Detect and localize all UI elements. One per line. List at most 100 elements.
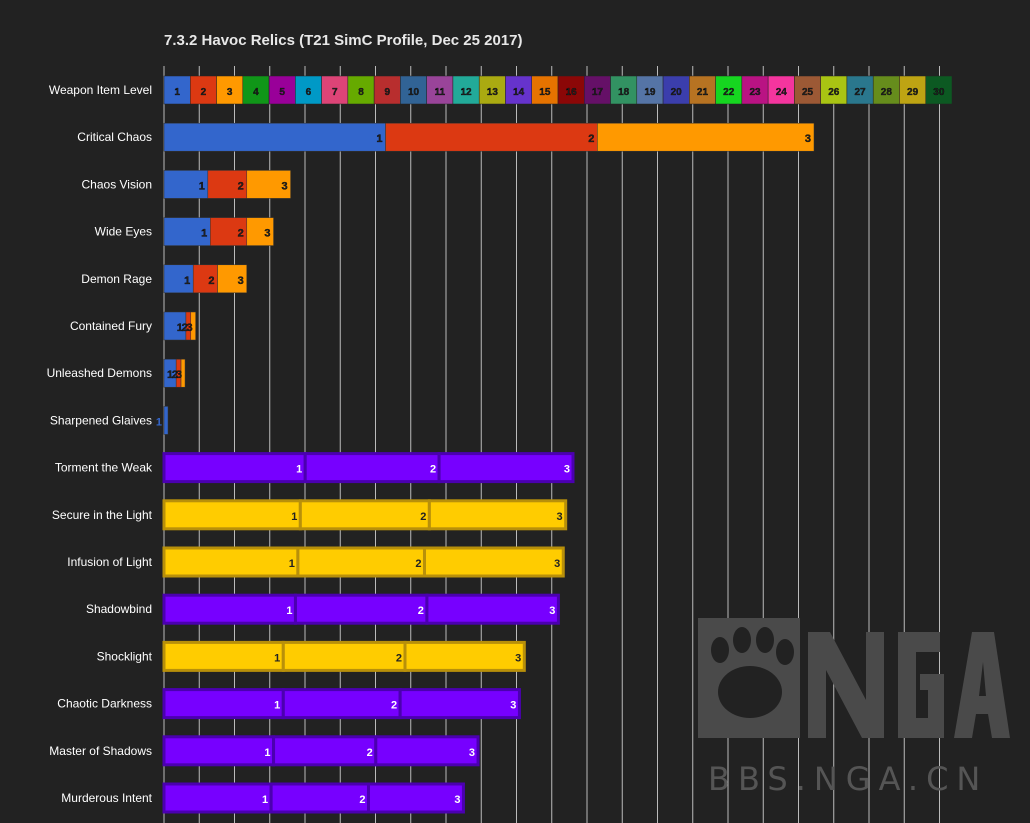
bar-segment [207,170,248,199]
bar-label: 21 [697,87,709,98]
bar-segment [303,452,441,484]
bar-label: 3 [549,605,555,617]
bar-label: 16 [566,87,578,98]
bar-label: 19 [644,87,656,98]
bar-label: 13 [487,87,499,98]
bar-label: 3 [564,464,570,476]
bar-segment [426,75,454,105]
category-label: Chaos Vision [82,177,153,191]
bar-segment [584,75,611,105]
bar-label: 2 [238,180,244,192]
bar-segment [925,75,953,105]
bar-segment [385,122,598,152]
bar-segment [163,217,211,246]
bar-label: 1 [184,275,190,287]
category-label: Master of Shadows [49,744,152,758]
bar-label: 3 [554,558,560,570]
bar-label: 1 [286,605,292,617]
bar-segment [162,593,297,625]
bar-label: 24 [776,87,788,98]
category-label: Contained Fury [70,319,152,333]
bar-segment [217,264,248,294]
bar-label: 3 [238,275,244,287]
bar-segment [180,358,186,388]
nga-logo [698,618,1010,738]
bar-segment [163,170,209,199]
bar-label: 20 [671,87,683,98]
bar-segment [163,122,386,152]
bar-label: 3 [187,322,193,334]
bar-segment [846,75,874,105]
bar-label: 22 [723,87,735,98]
bar-segment [741,75,769,105]
bar-label: 1 [174,87,180,98]
bar-label: 1 [274,700,280,712]
bar-segment [374,735,480,767]
bar-label: 11 [435,87,446,98]
bar-segment [478,75,506,105]
bar-label: 2 [588,133,594,145]
bar-segment [400,75,427,105]
bar-label: 23 [749,87,761,98]
bar-label: 7 [332,87,338,98]
bar-segment [242,75,270,105]
bar-segment [162,640,285,672]
bar-segment [162,735,276,767]
bar-label: 3 [264,228,270,240]
bar-label: 1 [201,228,207,240]
category-label: Wide Eyes [95,225,152,239]
bar-label: 2 [172,369,178,381]
bar-segment [246,217,274,246]
bar-segment [162,499,302,531]
bar-segment [269,782,370,814]
bar-label: 2 [418,605,424,617]
bar-segment [403,640,526,672]
bar-label: 30 [933,87,945,98]
bar-label: 1 [376,133,382,145]
bar-segment [427,499,568,531]
bar-label: 1 [199,180,205,192]
bar-segment [162,782,273,814]
chart-title: 7.3.2 Havoc Relics (T21 SimC Profile, De… [164,32,523,49]
bar-label: 3 [805,133,811,145]
category-label: Shadowbind [86,602,152,616]
bar-label: 1 [291,511,297,523]
bar-label: 18 [618,87,630,98]
bar-label: 26 [828,87,840,98]
bar-label: 10 [408,87,420,98]
bar-label: 3 [227,87,233,98]
bar-segment [531,75,559,105]
bar-segment [190,311,196,341]
category-label: Sharpened Glaives [50,413,152,427]
bar-segment [422,546,565,578]
watermark-text: BBS.NGA.CN [708,760,989,798]
bar-label: 28 [881,87,893,98]
category-label: Murderous Intent [61,791,152,805]
bar-label: 27 [855,87,867,98]
category-labels: Weapon Item Level Critical Chaos Chaos Vis… [47,83,153,805]
bar-segment [610,75,638,105]
bar-segment [347,75,375,105]
bar-label: 17 [592,87,604,98]
bar-segment [162,452,307,484]
bar-segment [162,546,300,578]
category-label: Demon Rage [81,272,152,286]
bar-segment [268,75,296,105]
bar-segment [210,217,248,246]
bar-segment [425,593,560,625]
category-label: Shocklight [97,649,153,663]
bar-segment [505,75,532,105]
bar-label: 2 [430,464,436,476]
bar-segment [452,75,480,105]
bar-segment [295,75,322,105]
bar-segment [557,75,585,105]
bar-segment [662,75,690,105]
bar-label: 5 [279,87,285,98]
bar-label: 1 [289,558,295,570]
bar-label: 2 [359,794,365,806]
bar-label: 1 [296,464,302,476]
bar-segment [298,499,431,531]
bar-label: 29 [907,87,919,98]
bar-segment [163,75,191,105]
bar-label: 3 [515,652,521,664]
